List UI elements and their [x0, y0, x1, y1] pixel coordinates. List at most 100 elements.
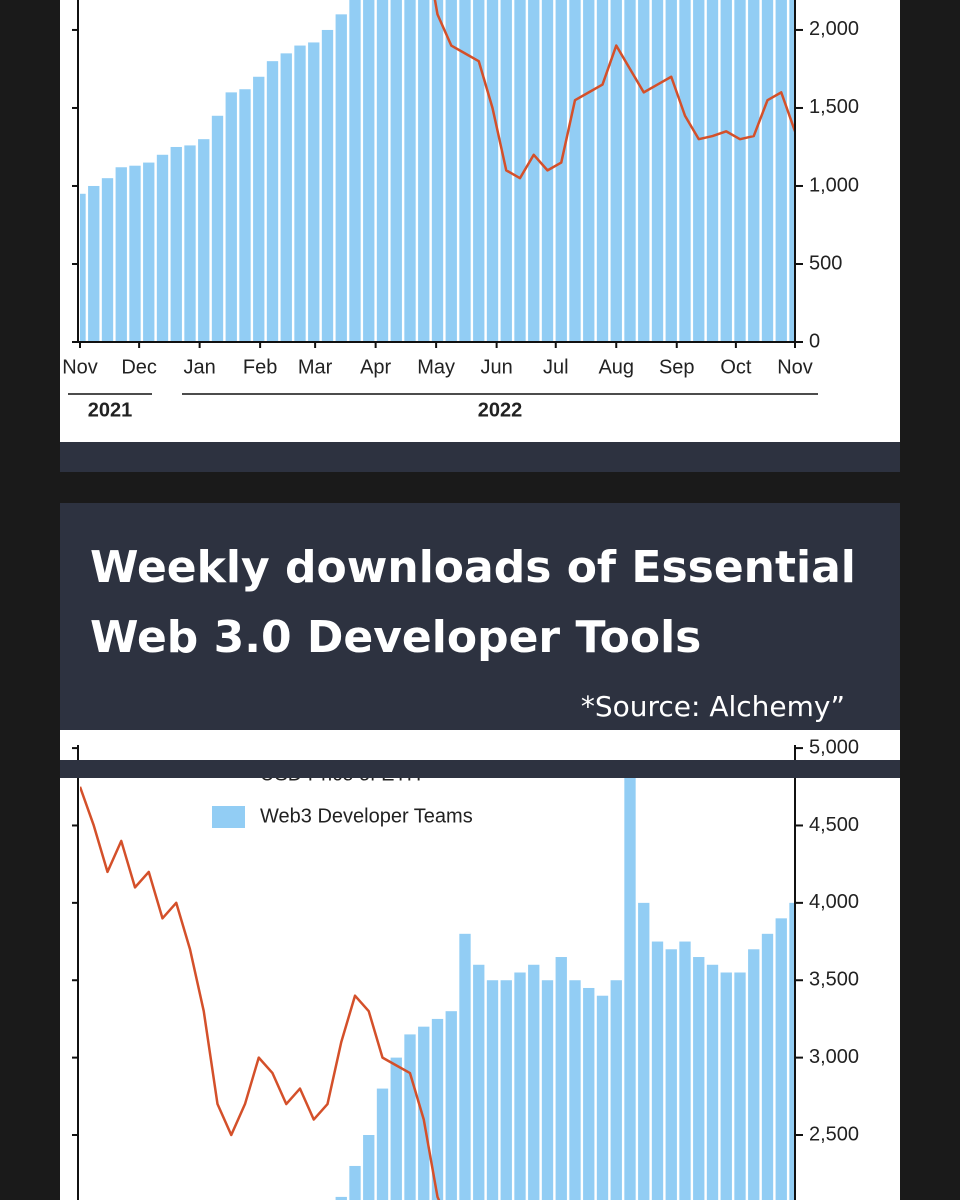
bar: [390, 1057, 402, 1200]
bar: [789, 902, 795, 1200]
y-tick-label: 3,500: [809, 969, 859, 991]
bar: [583, 0, 595, 342]
x-tick-label: Dec: [121, 356, 157, 378]
bar: [761, 933, 774, 1200]
y-tick-label: 0: [809, 330, 820, 352]
line: [433, 0, 795, 180]
bar: [418, 0, 430, 342]
bar: [143, 162, 155, 342]
bar: [500, 980, 512, 1200]
legend-label: Web3 Developer Teams: [260, 805, 473, 827]
bar: [376, 1088, 389, 1200]
bar: [775, 0, 787, 342]
bar: [610, 980, 622, 1200]
bar: [156, 154, 169, 342]
bar: [473, 0, 485, 342]
year-label: 2021: [88, 399, 133, 421]
x-tick-label: Oct: [720, 356, 752, 378]
bar: [211, 115, 224, 342]
bar: [720, 0, 732, 342]
bar: [266, 61, 279, 342]
bar: [115, 167, 127, 342]
plot-area: [80, 763, 795, 1200]
x-tick-label: Sep: [659, 356, 695, 378]
title: Web 3.0 Developer Tools: [90, 612, 701, 663]
bar: [198, 139, 210, 342]
bar: [638, 0, 650, 342]
bar: [225, 92, 237, 342]
bar: [363, 0, 375, 342]
x-tick-label: Jul: [543, 356, 569, 378]
bar: [88, 185, 100, 342]
y-tick-label: 2,000: [809, 18, 859, 40]
bar: [569, 980, 581, 1200]
bar: [101, 178, 114, 342]
bar: [638, 902, 650, 1200]
bar: [431, 1018, 444, 1200]
bar: [80, 193, 86, 342]
bar: [514, 0, 526, 342]
y-tick-label: 2,500: [809, 1123, 859, 1145]
legend-swatch: [212, 806, 245, 828]
y-tick-label: 4,000: [809, 891, 859, 913]
bar: [349, 0, 361, 342]
bar: [748, 0, 760, 342]
bar: [390, 0, 402, 342]
y-tick-label: 5,000: [809, 736, 859, 758]
x-tick-label: Apr: [360, 356, 391, 378]
bar: [280, 53, 292, 342]
bar: [610, 0, 622, 342]
bar: [583, 987, 595, 1200]
bar: [514, 972, 526, 1200]
bar: [706, 0, 719, 342]
chart: 0 500 1,000 1,500 2,000 Nov Dec Jan Feb Mar Apr May…: [62, 0, 859, 421]
bar: [239, 89, 251, 342]
bar: [651, 941, 664, 1200]
bar: [459, 933, 471, 1200]
bar: [651, 0, 664, 342]
bar: [569, 0, 581, 342]
plot-area: [80, 0, 795, 342]
bar: [294, 45, 306, 342]
bar: [349, 1165, 361, 1200]
bar: [486, 980, 499, 1200]
x-tick-label: Nov: [777, 356, 813, 378]
y-tick-label: 1,500: [809, 96, 859, 118]
bar: [445, 1011, 457, 1200]
bar: [775, 918, 787, 1200]
bar: [418, 1026, 430, 1200]
bar: [624, 763, 636, 1200]
y-tick-label: 1,000: [809, 174, 859, 196]
bar: [679, 0, 691, 342]
bar: [596, 995, 609, 1200]
x-tick-label: Jan: [184, 356, 216, 378]
bar: [528, 964, 540, 1200]
title-panel: [60, 503, 900, 730]
bar: [253, 76, 265, 342]
bar: [528, 0, 540, 342]
bar: [734, 972, 746, 1200]
band: [60, 442, 900, 472]
bar: [734, 0, 746, 342]
bar: [459, 0, 471, 342]
bar: [555, 957, 567, 1200]
bar: [555, 0, 567, 342]
bar: [335, 1196, 347, 1200]
bar: [720, 972, 732, 1200]
bar: [376, 0, 389, 342]
bar: [321, 29, 334, 342]
x-tick-label: May: [417, 356, 455, 378]
bar: [170, 146, 182, 342]
bar: [624, 0, 636, 342]
bar: [404, 0, 416, 342]
bar: [541, 980, 554, 1200]
bar: [761, 0, 774, 342]
title: Weekly downloads of Essential: [90, 542, 856, 593]
bar: [129, 165, 141, 342]
bar: [665, 0, 677, 342]
bar: [679, 941, 691, 1200]
y-tick-label: 4,500: [809, 814, 859, 836]
bar: [748, 949, 760, 1200]
